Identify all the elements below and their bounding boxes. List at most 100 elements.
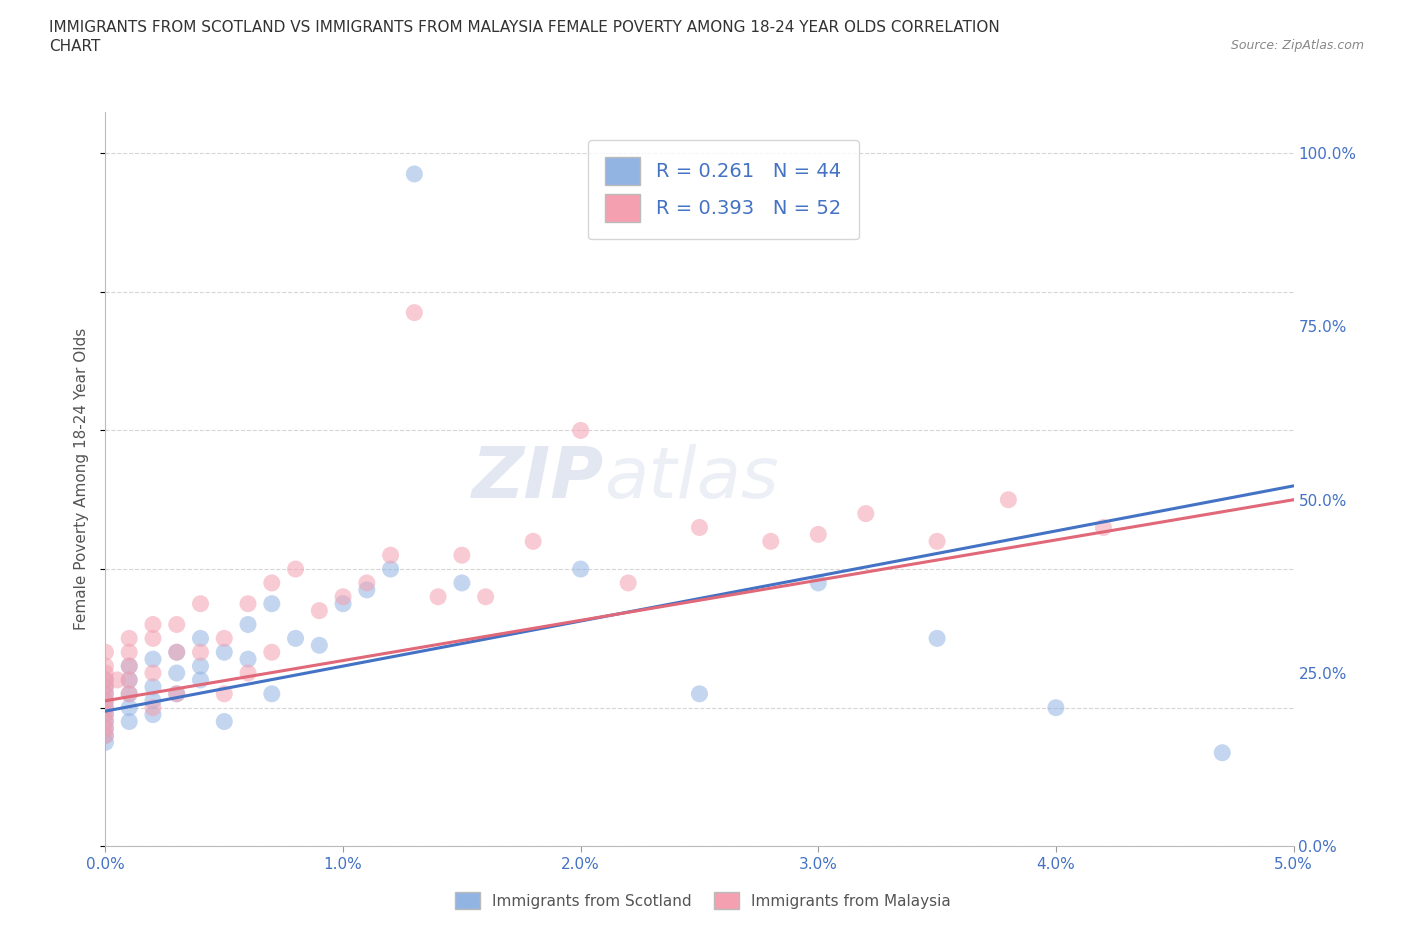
Point [94,693,117,708]
Point [450,548,472,563]
Point [190,672,212,687]
Point [105,672,128,687]
Point [166,644,188,659]
Point [190,596,212,611]
Point [522,534,544,549]
Point [689,520,711,535]
Point [94,666,117,681]
Point [284,562,307,577]
Point [927,631,949,645]
Text: atlas: atlas [605,445,779,513]
Point [118,700,141,715]
Point [1092,520,1115,535]
Point [190,644,212,659]
Text: CHART: CHART [49,39,101,54]
Point [427,590,450,604]
Point [94,686,117,701]
Point [142,680,165,695]
Point [214,714,236,729]
Point [260,644,283,659]
Point [94,735,117,750]
Point [997,492,1019,507]
Point [94,714,117,729]
Point [166,618,188,632]
Point [118,631,141,645]
Point [118,644,141,659]
Point [214,631,236,645]
Point [118,672,141,687]
Point [118,658,141,673]
Point [94,693,117,708]
Point [404,305,426,320]
Point [118,672,141,687]
Text: IMMIGRANTS FROM SCOTLAND VS IMMIGRANTS FROM MALAYSIA FEMALE POVERTY AMONG 18-24 : IMMIGRANTS FROM SCOTLAND VS IMMIGRANTS F… [49,20,1000,35]
Point [166,686,188,701]
Point [332,596,354,611]
Point [142,700,165,715]
Legend: R = 0.261   N = 44, R = 0.393   N = 52: R = 0.261 N = 44, R = 0.393 N = 52 [588,140,859,239]
Point [142,707,165,722]
Point [236,652,259,667]
Point [1045,700,1067,715]
Point [759,534,782,549]
Text: Source: ZipAtlas.com: Source: ZipAtlas.com [1230,39,1364,52]
Point [166,686,188,701]
Point [94,686,117,701]
Point [284,631,307,645]
Point [380,548,402,563]
Point [94,658,117,673]
Point [569,562,592,577]
Point [308,638,330,653]
Point [260,596,283,611]
Point [236,596,259,611]
Legend: Immigrants from Scotland, Immigrants from Malaysia: Immigrants from Scotland, Immigrants fro… [449,886,957,915]
Point [118,686,141,701]
Point [94,707,117,722]
Point [94,721,117,736]
Point [356,582,378,597]
Point [94,728,117,743]
Point [260,576,283,591]
Point [94,714,117,729]
Point [308,604,330,618]
Point [142,652,165,667]
Point [807,527,830,542]
Y-axis label: Female Poverty Among 18-24 Year Olds: Female Poverty Among 18-24 Year Olds [75,328,90,631]
Point [142,666,165,681]
Point [118,658,141,673]
Point [236,666,259,681]
Point [94,644,117,659]
Point [450,576,472,591]
Point [94,700,117,715]
Point [569,423,592,438]
Point [260,686,283,701]
Point [166,644,188,659]
Point [689,686,711,701]
Point [118,714,141,729]
Point [356,576,378,591]
Point [142,618,165,632]
Point [94,680,117,695]
Point [332,590,354,604]
Point [927,534,949,549]
Point [380,562,402,577]
Text: ZIP: ZIP [472,445,605,513]
Point [214,644,236,659]
Point [94,728,117,743]
Point [190,631,212,645]
Point [855,506,877,521]
Point [94,707,117,722]
Point [1211,745,1233,760]
Point [807,576,830,591]
Point [94,672,117,687]
Point [142,693,165,708]
Point [214,686,236,701]
Point [94,700,117,715]
Point [236,618,259,632]
Point [118,686,141,701]
Point [166,666,188,681]
Point [94,721,117,736]
Point [190,658,212,673]
Point [94,680,117,695]
Point [474,590,496,604]
